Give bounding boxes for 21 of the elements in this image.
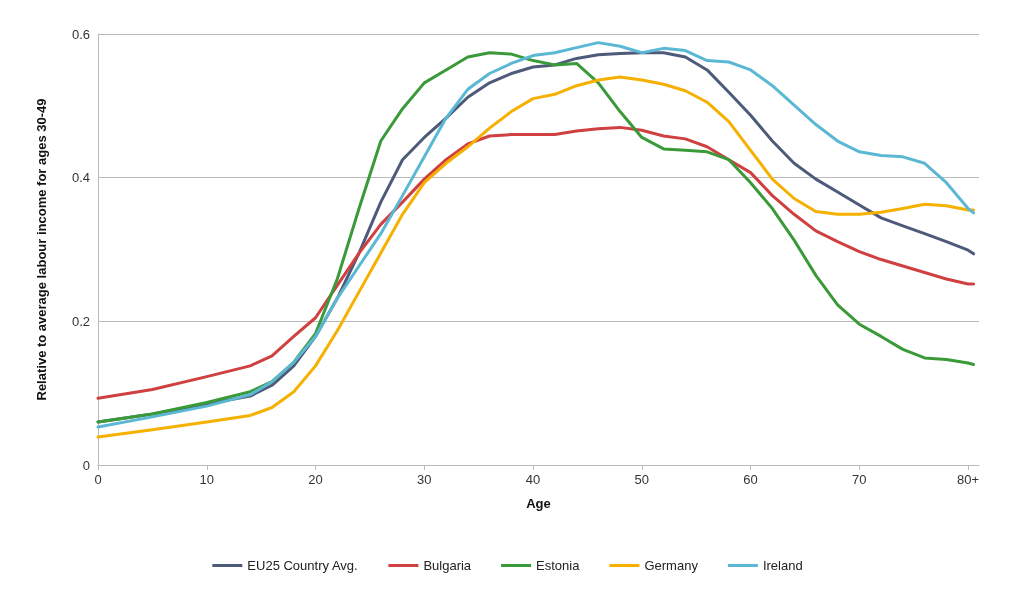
legend-label: Estonia [536, 558, 581, 573]
x-tick-label: 30 [417, 472, 432, 487]
legend-label: Bulgaria [423, 558, 472, 573]
legend-label: EU25 Country Avg. [247, 558, 358, 573]
y-tick-label: 0 [82, 457, 90, 473]
y-tick-label: 0.4 [71, 170, 90, 186]
y-tick-label: 0.2 [71, 313, 90, 329]
x-tick-label: 10 [199, 472, 214, 487]
y-tick-label: 0.6 [71, 26, 90, 42]
x-tick-label: 80+ [957, 472, 980, 487]
x-tick-label: 40 [525, 472, 541, 487]
x-tick-label: 20 [308, 472, 323, 487]
line-series [96, 125, 976, 400]
x-tick-label: 50 [634, 472, 650, 487]
legend-label: Ireland [762, 558, 803, 573]
y-axis-title: Relative to average labour income for ages 30-49 [34, 98, 49, 401]
legend-label: Germany [644, 558, 699, 573]
x-tick-label: 0 [94, 472, 102, 487]
x-tick-label: 60 [743, 472, 758, 487]
x-tick-label: 70 [852, 472, 867, 487]
x-axis-title: Age [526, 496, 551, 511]
